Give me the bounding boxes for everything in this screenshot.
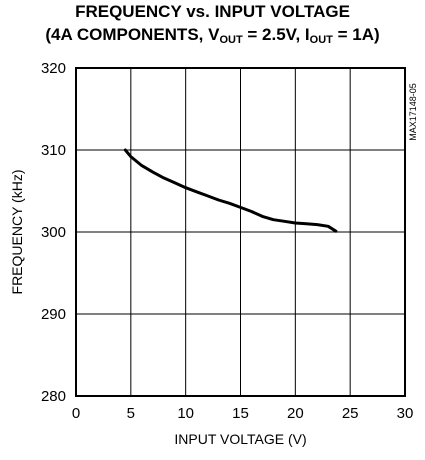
title-middle: = 2.5V, I (242, 25, 310, 44)
x-tick-label: 30 (397, 405, 414, 422)
plot-frame (75, 67, 406, 397)
series-layer (123, 148, 338, 233)
title-suffix: = 1A) (332, 25, 380, 44)
chart-title-line-1: FREQUENCY vs. INPUT VOLTAGE (0, 2, 425, 22)
x-tick-label: 15 (232, 405, 249, 422)
x-tick-labels: 0 5 10 15 20 25 30 (72, 405, 414, 422)
x-tick-label: 20 (287, 405, 304, 422)
grid-lines (76, 68, 405, 396)
figure-code-label: MAX17148-05 (408, 83, 418, 141)
y-axis-label: FREQUENCY (kHz) (9, 170, 25, 295)
title-subscript-vout: OUT (219, 34, 243, 46)
y-tick-labels: 280 290 300 310 320 (41, 60, 66, 405)
x-tick-label: 25 (342, 405, 359, 422)
chart-title-line-2: (4A COMPONENTS, VOUT = 2.5V, IOUT = 1A) (0, 25, 425, 50)
title-line-1-text: FREQUENCY vs. INPUT VOLTAGE (75, 2, 350, 21)
x-tick-label: 0 (72, 405, 80, 422)
series-line-0 (123, 148, 338, 233)
y-tick-label: 280 (41, 388, 66, 405)
x-tick-label: 5 (127, 405, 135, 422)
y-tick-label: 290 (41, 306, 66, 323)
y-tick-label: 320 (41, 60, 66, 77)
x-axis-label: INPUT VOLTAGE (V) (174, 431, 306, 447)
title-prefix: (4A COMPONENTS, V (45, 25, 220, 44)
y-tick-label: 310 (41, 142, 66, 159)
x-tick-label: 10 (177, 405, 194, 422)
title-subscript-iout: OUT (309, 34, 333, 46)
y-tick-label: 300 (41, 224, 66, 241)
